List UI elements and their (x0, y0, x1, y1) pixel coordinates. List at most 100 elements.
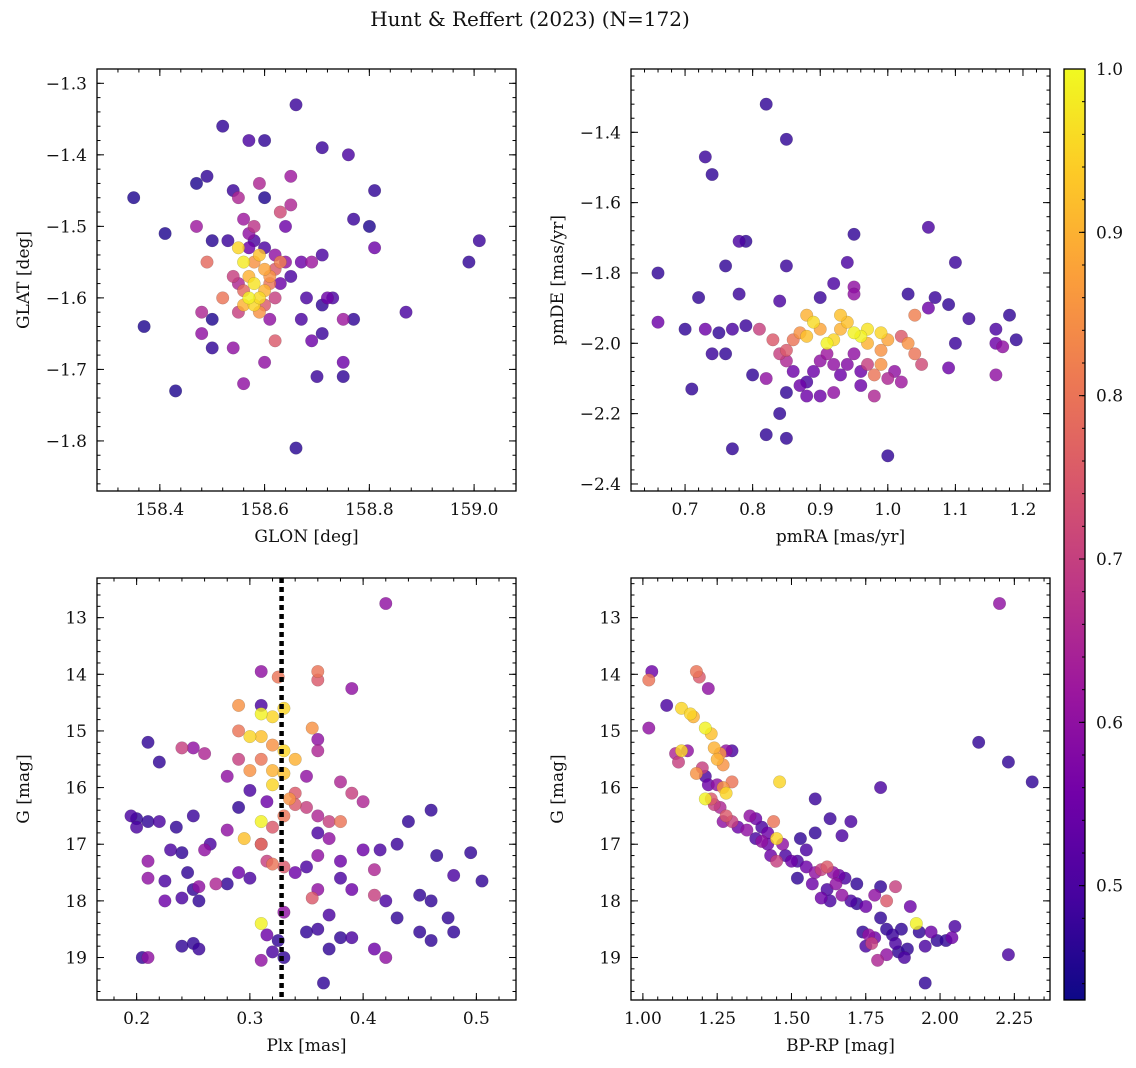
data-point (793, 379, 807, 393)
data-point (424, 934, 438, 948)
plot-frame (630, 577, 1051, 1001)
data-point (672, 755, 686, 769)
colorbar-frame (1063, 68, 1086, 1001)
data-point (334, 931, 348, 945)
data-point (315, 327, 329, 341)
data-point (867, 368, 881, 382)
data-point (972, 735, 986, 749)
data-point (334, 775, 348, 789)
data-point (462, 255, 476, 269)
data-point (874, 343, 888, 357)
data-point (707, 741, 721, 755)
data-point (315, 248, 329, 262)
data-point (254, 815, 268, 829)
data-point (130, 820, 144, 834)
data-point (311, 922, 325, 936)
data-point (889, 936, 903, 950)
data-point (127, 191, 141, 205)
data-point (192, 894, 206, 908)
data-point (945, 931, 959, 945)
data-point (678, 322, 692, 336)
data-point (289, 98, 303, 112)
x-tick-label: 158.8 (345, 500, 394, 520)
data-point (279, 219, 293, 233)
data-point (334, 854, 348, 868)
data-point (345, 786, 359, 800)
y-tick-label: −2.2 (580, 405, 621, 425)
y-axis-label: G [mag] (14, 754, 34, 823)
data-point (322, 942, 336, 956)
y-tick-label: 13 (599, 609, 621, 629)
data-point (823, 812, 837, 826)
data-point (779, 343, 793, 357)
data-point (345, 883, 359, 897)
y-tick-label: 19 (599, 949, 621, 969)
data-point (861, 357, 875, 371)
data-point (829, 877, 843, 891)
data-point (300, 291, 314, 305)
data-point (158, 226, 172, 240)
data-point (266, 764, 280, 778)
x-tick-label: 158.6 (240, 500, 289, 520)
data-point (252, 248, 266, 262)
data-point (705, 347, 719, 361)
data-point (209, 877, 223, 891)
y-tick-label: 19 (65, 949, 87, 969)
data-point (779, 386, 793, 400)
data-point (746, 368, 760, 382)
data-point (141, 871, 155, 885)
y-tick-label: −1.7 (46, 360, 87, 380)
data-point (874, 781, 888, 795)
data-point (311, 826, 325, 840)
colorbar-tick-label: 1.0 (1096, 60, 1123, 80)
y-axis-label: G [mag] (548, 754, 568, 823)
data-point (205, 312, 219, 326)
data-point (918, 939, 932, 953)
data-point (356, 795, 370, 809)
data-point (903, 900, 917, 914)
data-point (651, 315, 665, 329)
y-tick-label: −1.4 (580, 123, 621, 143)
data-point (948, 336, 962, 350)
colorbar-tick-label: 0.9 (1096, 223, 1123, 243)
data-point (908, 308, 922, 322)
data-point (989, 322, 1003, 336)
panel-proper-motion: 0.7 0.8 0.9 1.0 1.1 1.2 −1.4 −1.6 −1.8 −2.0 −2.2 −2… (548, 68, 1051, 547)
data-point (813, 389, 827, 403)
data-point (254, 917, 268, 931)
data-point (243, 764, 257, 778)
data-point (322, 832, 336, 846)
data-point (254, 665, 268, 679)
data-point (924, 925, 938, 939)
data-point (698, 721, 712, 735)
x-tick-label: 0.8 (739, 500, 766, 520)
data-point (773, 407, 787, 421)
data-point (254, 837, 268, 851)
y-tick-label: −1.4 (46, 146, 87, 166)
data-point (698, 792, 712, 806)
data-point (232, 800, 246, 814)
data-point (441, 911, 455, 925)
points-parallax-magnitude (124, 578, 489, 1000)
x-tick-label: 2.25 (995, 1009, 1033, 1029)
data-point (725, 322, 739, 336)
data-point (336, 312, 350, 326)
colorbar-tick-label: 0.8 (1096, 387, 1123, 407)
data-point (141, 951, 155, 965)
data-point (175, 741, 189, 755)
y-tick-label: −1.5 (46, 217, 87, 237)
data-point (800, 329, 814, 343)
data-point (311, 665, 325, 679)
x-tick-label: 1.25 (698, 1009, 736, 1029)
data-point (289, 441, 303, 455)
data-point (263, 312, 277, 326)
data-point (254, 707, 268, 721)
y-tick-label: −1.6 (46, 289, 87, 309)
panel-parallax-magnitude: 0.2 0.3 0.4 0.5 13 14 15 16 17 18 19 Plx [mas] G [ma… (14, 577, 517, 1056)
data-point (390, 837, 404, 851)
data-point (322, 815, 336, 829)
data-point (220, 823, 234, 837)
x-tick-label: 0.9 (807, 500, 834, 520)
data-point (258, 355, 272, 369)
data-point (284, 269, 298, 283)
